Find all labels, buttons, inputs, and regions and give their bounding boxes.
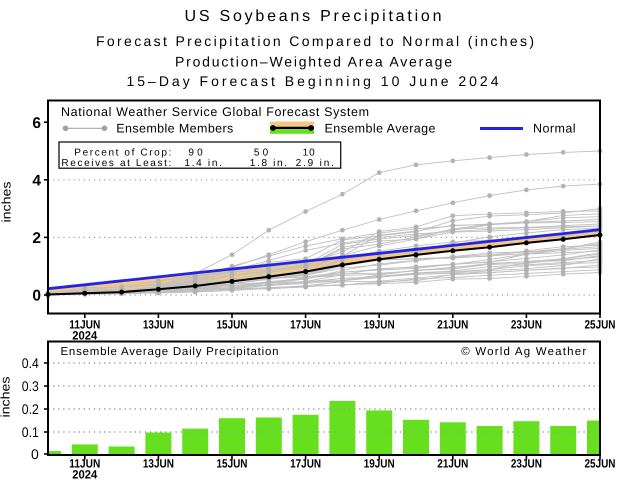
svg-text:Production–Weighted Area Avera: Production–Weighted Area Average (175, 54, 452, 70)
svg-text:4: 4 (32, 172, 41, 189)
svg-text:0: 0 (32, 288, 41, 305)
svg-text:15–Day Forecast Beginning 10 J: 15–Day Forecast Beginning 10 June 2024 (127, 73, 499, 89)
svg-text:2024: 2024 (72, 328, 97, 342)
svg-text:Ensemble Average Daily Precipi: Ensemble Average Daily Precipitation (61, 346, 279, 358)
svg-text:19JUN: 19JUN (364, 457, 395, 471)
svg-text:0.4: 0.4 (22, 355, 39, 371)
svg-text:25JUN: 25JUN (585, 457, 616, 471)
svg-text:Normal: Normal (533, 122, 576, 136)
svg-text:23JUN: 23JUN (511, 457, 542, 471)
svg-text:inches: inches (0, 377, 12, 418)
svg-text:1.8 in.: 1.8 in. (250, 158, 287, 169)
svg-text:1.4 in.: 1.4 in. (184, 158, 222, 169)
svg-text:21JUN: 21JUN (437, 457, 468, 471)
svg-text:13JUN: 13JUN (143, 457, 174, 471)
svg-text:0.2: 0.2 (22, 401, 39, 417)
svg-text:11JUN: 11JUN (69, 317, 100, 331)
svg-text:© World Ag Weather: © World Ag Weather (461, 346, 586, 358)
svg-text:Ensemble Average: Ensemble Average (325, 122, 436, 136)
svg-text:0: 0 (31, 446, 39, 462)
svg-text:US Soybeans Precipitation: US Soybeans Precipitation (185, 8, 442, 25)
svg-text:17JUN: 17JUN (290, 317, 321, 331)
svg-text:15JUN: 15JUN (217, 317, 248, 331)
svg-text:0.1: 0.1 (22, 424, 39, 440)
svg-text:25JUN: 25JUN (585, 317, 616, 331)
svg-text:2024: 2024 (72, 468, 97, 482)
svg-text:17JUN: 17JUN (290, 457, 321, 471)
svg-text:10: 10 (303, 148, 316, 159)
svg-text:15JUN: 15JUN (217, 457, 248, 471)
svg-text:0.3: 0.3 (22, 378, 39, 394)
svg-text:23JUN: 23JUN (511, 317, 542, 331)
svg-text:National Weather Service Globa: National Weather Service Global Forecast… (61, 105, 369, 119)
svg-text:Percent of Crop:: Percent of Crop: (74, 148, 171, 159)
svg-text:2: 2 (32, 230, 41, 247)
svg-text:13JUN: 13JUN (143, 317, 174, 331)
svg-text:21JUN: 21JUN (437, 317, 468, 331)
svg-text:2.9 in.: 2.9 in. (296, 158, 334, 169)
svg-text:11JUN: 11JUN (69, 457, 100, 471)
svg-text:19JUN: 19JUN (364, 317, 395, 331)
svg-text:inches: inches (0, 182, 14, 223)
svg-text:6: 6 (32, 115, 41, 132)
svg-text:Receives at Least:: Receives at Least: (61, 158, 171, 169)
svg-text:Ensemble Members: Ensemble Members (116, 122, 233, 136)
svg-text:Forecast Precipitation Compare: Forecast Precipitation Compared to Norma… (96, 33, 534, 49)
